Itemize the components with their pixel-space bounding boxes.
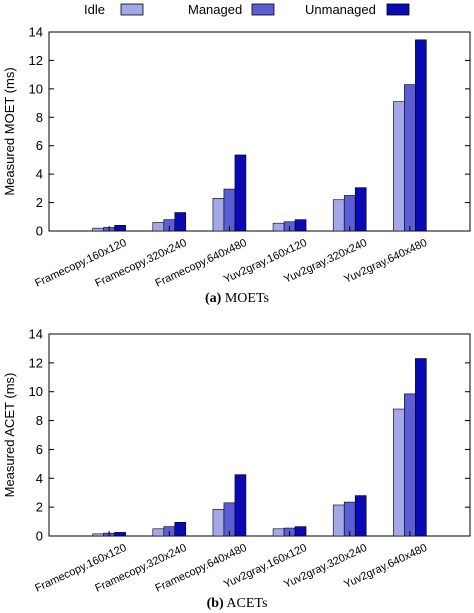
y-tick-label: 12 [29,355,43,370]
y-axis-label: Measured MOET (ms) [2,67,17,195]
legend-label-idle: Idle [84,2,105,17]
y-tick-label: 0 [36,529,43,544]
caption-text: MOETs [221,291,269,306]
bar-unmanaged-framecopy-320x240 [174,212,187,232]
panel-caption: (a) MOETs [205,291,269,306]
legend-swatch-managed [251,3,275,16]
y-tick-label: 14 [29,25,43,40]
bar-unmanaged-framecopy-640x480 [234,474,247,537]
bar-managed-yuv2gray-320x240 [343,501,356,537]
y-tick-label: 2 [36,500,43,515]
legend-swatch-idle [120,3,144,16]
caption-letter: (b) [207,596,224,611]
panel-caption: (b) ACETs [207,596,268,611]
bar-idle-yuv2gray-320x240 [332,199,345,232]
y-tick-label: 14 [29,327,43,342]
y-tick-label: 2 [36,195,43,210]
bar-managed-yuv2gray-320x240 [343,195,356,232]
y-tick-label: 4 [36,167,43,182]
bar-idle-framecopy-640x480 [212,509,225,537]
y-tick-label: 0 [36,224,43,239]
bar-idle-yuv2gray-640x480 [393,101,405,232]
bar-unmanaged-framecopy-320x240 [174,521,187,537]
bar-idle-framecopy-160x120 [92,533,104,537]
legend-label-unmanaged: Unmanaged [305,2,376,17]
caption-letter: (a) [205,291,222,306]
bar-unmanaged-framecopy-160x120 [114,532,126,537]
bar-idle-framecopy-320x240 [152,222,165,232]
y-axis-label: Measured ACET (ms) [2,373,17,498]
y-tick-label: 10 [29,81,43,96]
bar-idle-framecopy-160x120 [92,227,104,232]
y-tick-label: 4 [36,471,43,486]
bar-unmanaged-yuv2gray-640x480 [415,358,427,537]
caption-text: ACETs [224,596,268,611]
bar-idle-yuv2gray-160x120 [272,528,285,537]
plot-frame [48,31,471,232]
bar-idle-yuv2gray-160x120 [272,222,285,232]
bar-managed-yuv2gray-640x480 [404,393,416,537]
bar-idle-framecopy-320x240 [152,528,165,537]
bar-unmanaged-framecopy-160x120 [114,225,126,232]
bar-idle-yuv2gray-640x480 [393,408,405,537]
bar-idle-yuv2gray-320x240 [332,504,345,537]
bar-unmanaged-yuv2gray-160x120 [294,219,307,232]
plot-frame [48,333,471,537]
legend: Idle Managed Unmanaged [84,2,410,17]
y-tick-label: 8 [36,110,43,125]
bar-idle-framecopy-640x480 [212,198,225,232]
legend-swatch-unmanaged [386,3,410,16]
bar-unmanaged-yuv2gray-320x240 [354,495,367,537]
bar-managed-yuv2gray-640x480 [404,84,416,232]
y-tick-label: 8 [36,413,43,428]
bar-unmanaged-yuv2gray-640x480 [415,39,427,232]
y-tick-label: 10 [29,384,43,399]
bar-managed-framecopy-640x480 [223,188,236,232]
y-tick-label: 6 [36,138,43,153]
bar-unmanaged-yuv2gray-160x120 [294,526,307,537]
y-tick-label: 6 [36,442,43,457]
y-tick-label: 12 [29,53,43,68]
bar-unmanaged-yuv2gray-320x240 [354,187,367,232]
bar-unmanaged-framecopy-640x480 [234,154,247,232]
legend-label-managed: Managed [188,2,242,17]
